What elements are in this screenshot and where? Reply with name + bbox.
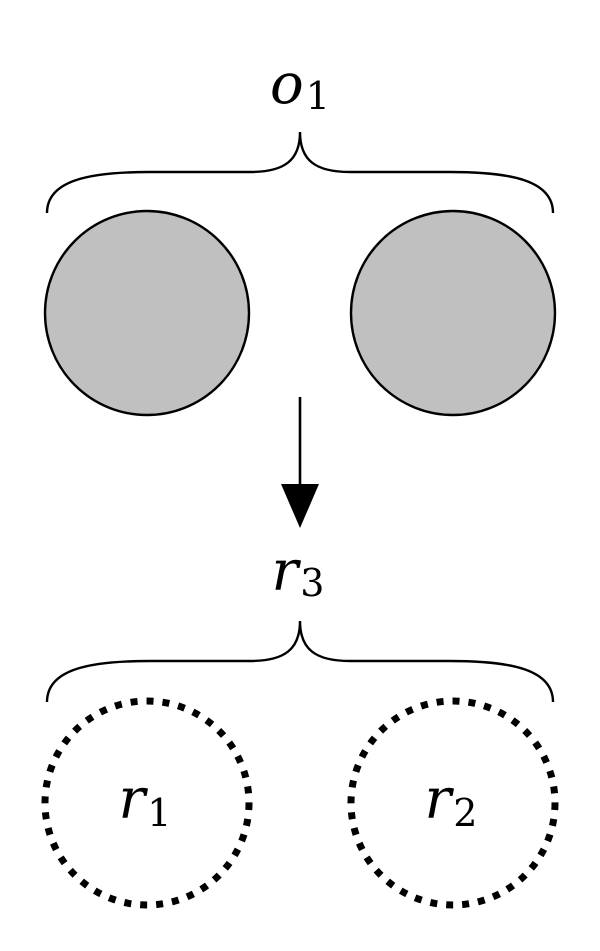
- right-filled-circle: [351, 211, 555, 415]
- left-filled-circle: [45, 211, 249, 415]
- right-region-label-base: r: [425, 767, 455, 832]
- right-region-label-sub: 2: [453, 791, 477, 835]
- top-group-label: o1: [270, 52, 330, 118]
- top-group-label-sub: 1: [306, 74, 330, 118]
- bottom-group-label-base: r: [272, 539, 302, 604]
- bottom-brace: [47, 621, 553, 702]
- left-region-label-sub: 1: [147, 791, 171, 835]
- top-brace: [47, 132, 553, 213]
- left-region-label: r1: [119, 767, 172, 835]
- top-group-label-base: o: [270, 52, 304, 117]
- bottom-group-label: r3: [272, 539, 325, 605]
- left-region-label-base: r: [119, 767, 149, 832]
- arrow-head: [281, 484, 319, 528]
- right-region-label: r2: [425, 767, 478, 835]
- bottom-group-label-sub: 3: [300, 561, 324, 605]
